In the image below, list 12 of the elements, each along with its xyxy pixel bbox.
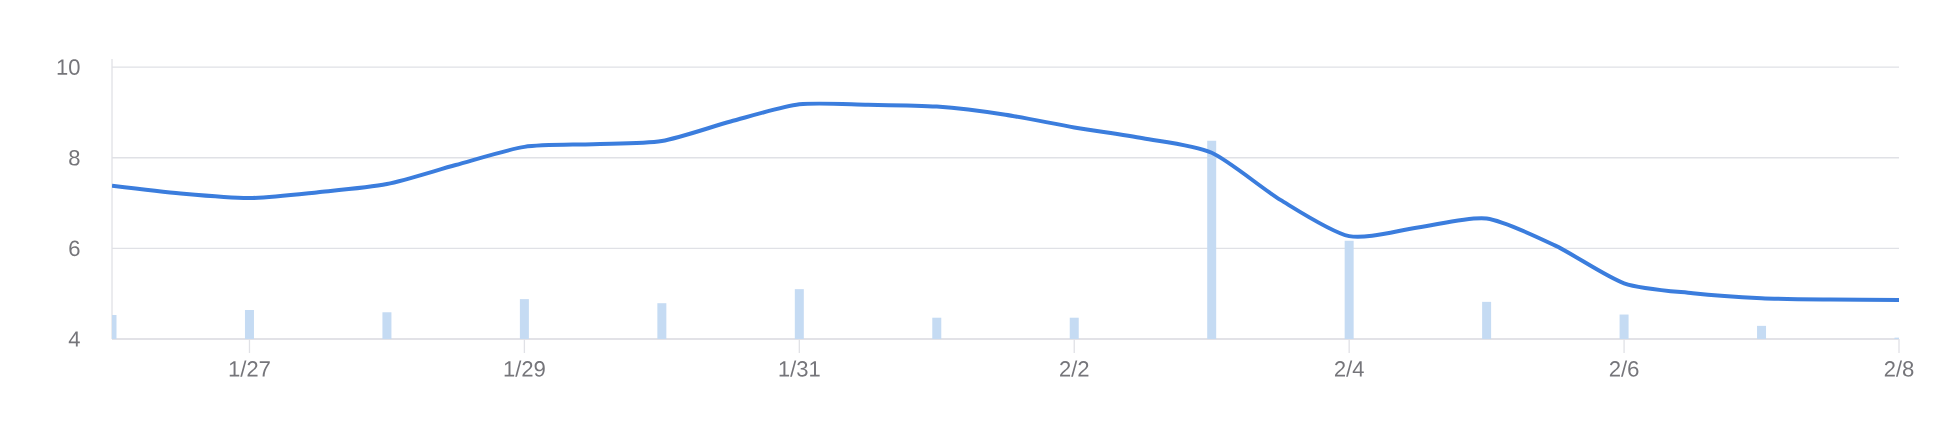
- x-tick-label: 1/29: [504, 360, 545, 377]
- y-tick-label: 8: [69, 149, 80, 166]
- x-tick-label: 2/4: [1334, 360, 1364, 377]
- x-tick-label: 2/8: [1884, 360, 1914, 377]
- y-tick-label: 6: [69, 240, 80, 257]
- y-tick-label: 4: [68, 331, 80, 347]
- x-tick-label: 1/27: [229, 360, 270, 377]
- x-tick-label: 1/31: [779, 360, 820, 377]
- y-tick-label: 10: [57, 59, 80, 75]
- line-series: [112, 101, 1899, 303]
- x-tick-label: 2/6: [1609, 360, 1639, 377]
- x-tick-label: 2/2: [1060, 360, 1089, 377]
